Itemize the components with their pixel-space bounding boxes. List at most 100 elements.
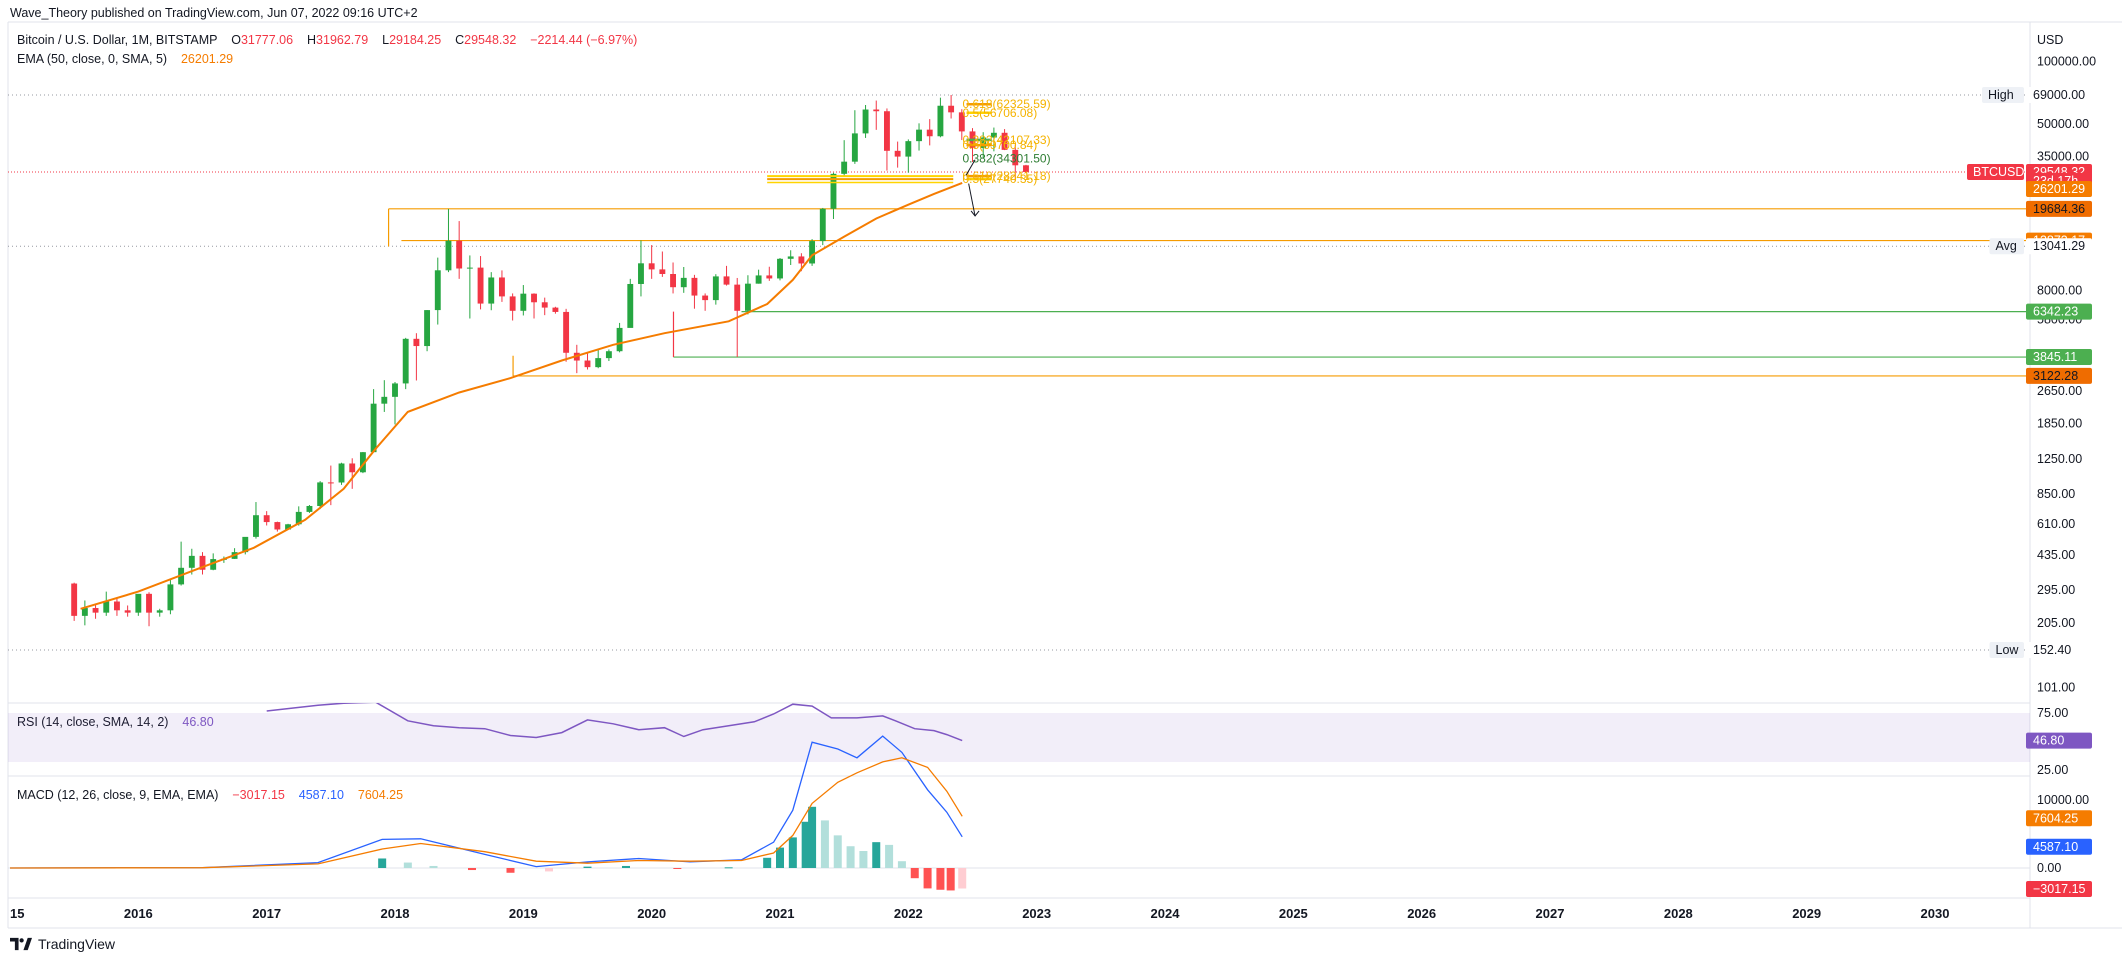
candle-body	[477, 267, 484, 304]
publisher-line: Wave_Theory published on TradingView.com…	[10, 6, 418, 20]
candle-body	[509, 296, 516, 311]
time-label: 2028	[1664, 906, 1693, 921]
macd-hist-bar	[872, 842, 881, 868]
down-arrow	[968, 183, 976, 217]
candle-body	[188, 555, 195, 568]
candle-body	[830, 173, 837, 209]
tradingview-logo-icon	[10, 937, 32, 951]
currency-label: USD	[2037, 33, 2063, 47]
price-tick: 100000.00	[2037, 54, 2096, 68]
price-badge	[2026, 349, 2092, 366]
candle-body	[723, 276, 730, 285]
candle-body	[210, 559, 217, 570]
symbol-legend: Bitcoin / U.S. Dollar, 1M, BITSTAMP O317…	[17, 33, 637, 47]
candle-body	[798, 256, 805, 264]
time-label: 2025	[1279, 906, 1308, 921]
candle-body	[327, 482, 334, 484]
macd-hist-bar	[468, 868, 476, 871]
macd-hist-bar	[429, 865, 438, 868]
candle-body	[884, 111, 890, 151]
candle-body	[744, 283, 751, 311]
price-badge-text: 69000.00	[2033, 88, 2085, 102]
price-tick: 35000.00	[2037, 150, 2089, 164]
candle-body	[370, 403, 377, 453]
rsi-legend[interactable]: RSI (14, close, SMA, 14, 2) 46.80	[17, 715, 214, 729]
candle-body	[691, 277, 698, 296]
macd-signal-line	[9, 757, 963, 869]
candle-body	[295, 511, 302, 525]
rsi-badge-text: 46.80	[2033, 734, 2064, 748]
macd-legend[interactable]: MACD (12, 26, close, 9, EMA, EMA) −3017.…	[17, 788, 403, 802]
fib-levels: 0.618(62325.59)0.5(56706.08) 0.382(42107.…	[767, 97, 1051, 217]
ema-legend[interactable]: EMA (50, close, 0, SMA, 5) 26201.29	[17, 52, 233, 66]
macd-badge	[2026, 881, 2092, 897]
price-tick: 850.00	[2037, 487, 2075, 501]
macd-hist-bar	[808, 806, 817, 868]
candle-body	[381, 396, 388, 404]
time-label: 2019	[509, 906, 538, 921]
macd-hist-bar	[788, 837, 797, 868]
rsi-tick: 75.00	[2037, 706, 2068, 720]
rsi-band	[8, 713, 2030, 762]
macd-hist-bar	[378, 858, 387, 868]
candle-body	[541, 302, 548, 308]
macd-label: MACD (12, 26, close, 9, EMA, EMA)	[17, 788, 219, 802]
candle-body	[659, 269, 666, 275]
candle-body	[787, 256, 794, 259]
time-label: 2020	[637, 906, 666, 921]
fib-label: 0.5(27740.35)	[963, 172, 1038, 186]
candle-body	[894, 150, 901, 157]
price-tag-text: High	[1988, 88, 2014, 102]
macd-hist-bar	[958, 868, 967, 889]
candle-body	[424, 310, 431, 347]
candle-body	[616, 327, 623, 352]
rsi-tick: 25.00	[2037, 763, 2068, 777]
price-badge-text: 13041.29	[2033, 239, 2085, 253]
macd-hist-value: −3017.15	[232, 788, 285, 802]
macd-hist-bar	[583, 866, 592, 868]
fib-label: 0.618(62325.59)	[963, 97, 1051, 111]
price-tick: 435.00	[2037, 548, 2075, 562]
macd-hist-bar	[403, 862, 412, 868]
time-label: 2017	[252, 906, 281, 921]
rsi-line	[266, 703, 963, 742]
price-tag-text: Avg	[1996, 239, 2017, 253]
price-tick: 610.00	[2037, 517, 2075, 531]
macd-signal-value: 7604.25	[357, 788, 404, 802]
time-label: 2030	[1921, 906, 1950, 921]
price-tick: 50000.00	[2037, 117, 2089, 131]
candle-body	[851, 133, 858, 162]
price-badge	[2026, 180, 2092, 197]
candle-body	[1012, 149, 1019, 166]
macd-hist-bar	[673, 868, 682, 869]
candle-body	[434, 270, 441, 311]
candle-body	[531, 293, 537, 303]
price-badge-text: 19684.36	[2033, 202, 2085, 216]
macd-hist-bar	[936, 868, 945, 890]
time-label: 15	[10, 906, 24, 921]
price-badge	[2026, 303, 2092, 320]
time-label: 2022	[894, 906, 923, 921]
horizontal-levels	[387, 208, 2030, 377]
price-tick: 101.00	[2037, 680, 2075, 694]
candle-body	[124, 610, 131, 613]
fib-label: 0.382(42107.33)	[963, 133, 1051, 147]
candle-body	[819, 208, 826, 242]
candle-body	[605, 351, 612, 359]
ema-label: EMA (50, close, 0, SMA, 5)	[17, 52, 168, 66]
price-tag	[1989, 642, 2024, 658]
candle-body	[926, 129, 933, 137]
time-label: 2021	[766, 906, 795, 921]
price-tick: 1250.00	[2037, 452, 2082, 466]
candle-body	[1001, 132, 1008, 150]
candle-body	[167, 584, 174, 611]
tradingview-footer[interactable]: TradingView	[10, 936, 115, 952]
price-badge	[2026, 367, 2092, 384]
candle-body	[755, 275, 762, 284]
candle-body	[71, 583, 78, 616]
price-tag	[1989, 238, 2024, 255]
time-label: 2027	[1536, 906, 1565, 921]
time-label: 2016	[124, 906, 153, 921]
price-badge-text: 3122.28	[2033, 369, 2078, 383]
